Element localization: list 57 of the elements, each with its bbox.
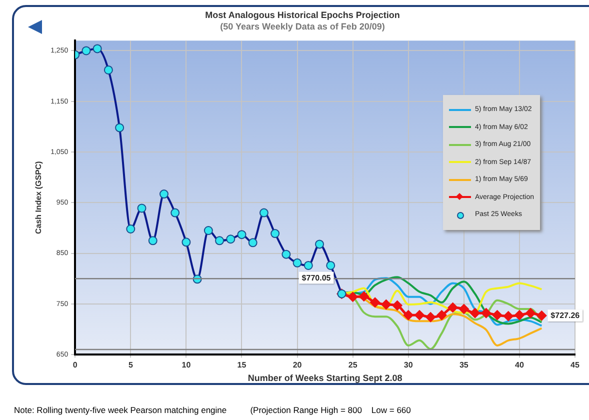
x-tick-label: 5 — [128, 360, 134, 370]
point — [204, 226, 213, 236]
point — [126, 224, 136, 234]
x-tick-label: 20 — [292, 360, 302, 370]
point — [248, 238, 258, 248]
point — [470, 308, 480, 318]
point — [315, 240, 324, 249]
point — [536, 310, 546, 320]
point — [348, 292, 358, 302]
text: Note: Rolling twenty-five week Pearson matching engine (Projection Range High = 800 Low = 660 — [14, 405, 411, 415]
point — [137, 204, 146, 213]
chart-subtitle: (50 Years Weekly Data as of Feb 20/09) — [220, 22, 385, 32]
point — [148, 236, 158, 246]
x-tick-label: 15 — [237, 360, 247, 370]
point — [226, 234, 236, 244]
x-tick-label: 25 — [348, 360, 358, 370]
point — [282, 250, 291, 259]
chart-title: Most Analogous Historical Epochs Projection — [205, 10, 400, 20]
point — [359, 292, 369, 302]
point — [392, 300, 402, 310]
x-tick-label: 35 — [459, 360, 469, 370]
x-axis-title: Number of Weeks Starting Sept 2.08 — [248, 373, 402, 384]
x-tick-label: 45 — [570, 360, 580, 370]
point — [459, 304, 469, 314]
point — [237, 230, 246, 240]
point — [92, 44, 102, 54]
point — [304, 260, 313, 270]
point — [270, 229, 280, 238]
point — [115, 123, 124, 132]
annotation: $770.05 — [302, 274, 332, 283]
point — [370, 298, 380, 308]
point — [436, 310, 446, 320]
point — [414, 310, 424, 320]
point — [170, 208, 180, 218]
point — [159, 190, 168, 199]
point — [426, 312, 436, 322]
annotation: $727.26 — [550, 311, 580, 320]
point — [381, 300, 391, 310]
x-tick-label: 10 — [182, 360, 192, 370]
y-axis-title: Cash Index (GSPC) — [34, 160, 44, 234]
x-tick-label: 40 — [515, 360, 524, 370]
point — [404, 310, 414, 320]
x-tick-label: 0 — [72, 360, 78, 370]
point — [492, 310, 502, 320]
point — [448, 302, 458, 312]
point — [182, 238, 191, 247]
point — [481, 308, 491, 318]
x-tick-label: 30 — [404, 360, 414, 370]
point — [259, 208, 268, 218]
point — [326, 260, 336, 270]
point — [526, 308, 536, 318]
point — [104, 65, 113, 74]
point — [504, 311, 514, 321]
point — [514, 310, 524, 320]
point — [82, 46, 91, 56]
point — [215, 236, 224, 246]
point — [292, 258, 302, 268]
